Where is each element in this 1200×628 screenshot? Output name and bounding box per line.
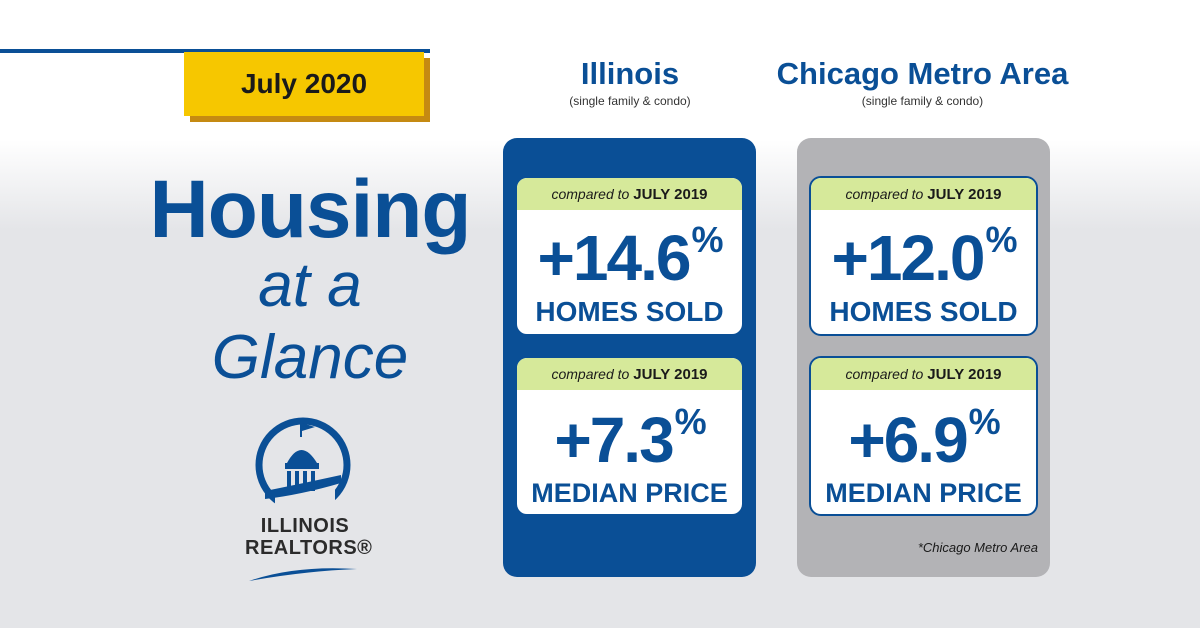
compare-year: JULY 2019 (927, 185, 1002, 203)
date-badge: July 2020 (184, 52, 424, 116)
change-number: +6.9 (848, 404, 968, 476)
percent-sign: % (691, 219, 723, 260)
percent-sign: % (968, 401, 1001, 442)
compare-prefix: compared to (551, 186, 630, 202)
comparison-header: compared to JULY 2019 (811, 178, 1036, 210)
change-number: +7.3 (554, 404, 674, 476)
headline-line-2: at a (258, 251, 362, 320)
compare-year: JULY 2019 (633, 365, 708, 383)
compare-prefix: compared to (551, 366, 630, 382)
percent-sign: % (674, 401, 707, 442)
region-panel-chicago: compared to JULY 2019 +12.0% HOMES SOLD … (797, 138, 1050, 577)
comparison-header: compared to JULY 2019 (811, 358, 1036, 390)
headline-line-3: Glance (211, 323, 409, 392)
logo-swoosh-icon (249, 568, 357, 581)
homes-sold-value: +12.0% (811, 222, 1036, 294)
region-subtitle: (single family & condo) (861, 94, 984, 108)
headline: Housing at a Glance (100, 164, 520, 394)
illinois-realtors-logo: ILLINOIS REALTORS® (245, 415, 373, 581)
median-price-value: +6.9% (811, 404, 1036, 476)
homes-sold-value: +14.6% (517, 222, 742, 294)
region-name: Chicago Metro Area (776, 56, 1069, 91)
median-price-card: compared to JULY 2019 +6.9% MEDIAN PRICE (809, 356, 1038, 516)
homes-sold-card: compared to JULY 2019 +14.6% HOMES SOLD (515, 176, 744, 336)
median-price-label: MEDIAN PRICE (531, 478, 728, 508)
compare-prefix: compared to (845, 186, 924, 202)
logo-text-realtors: REALTORS® (245, 537, 373, 559)
change-number: +12.0 (831, 222, 986, 294)
homes-sold-label: HOMES SOLD (535, 296, 724, 327)
headline-line-1: Housing (149, 164, 472, 255)
change-number: +14.6 (537, 222, 692, 294)
region-name: Illinois (580, 56, 680, 91)
region-header-illinois: Illinois (single family & condo) (505, 56, 755, 108)
homes-sold-label: HOMES SOLD (829, 296, 1018, 327)
median-price-label: MEDIAN PRICE (825, 478, 1022, 508)
compare-prefix: compared to (845, 366, 924, 382)
footnote: *Chicago Metro Area (917, 540, 1038, 555)
region-header-chicago: Chicago Metro Area (single family & cond… (770, 56, 1075, 108)
top-rule (0, 49, 430, 53)
percent-sign: % (985, 219, 1017, 260)
comparison-header: compared to JULY 2019 (517, 178, 742, 210)
region-subtitle: (single family & condo) (569, 94, 691, 108)
homes-sold-card: compared to JULY 2019 +12.0% HOMES SOLD (809, 176, 1038, 336)
comparison-header: compared to JULY 2019 (517, 358, 742, 390)
capitol-dome-icon (255, 417, 351, 515)
compare-year: JULY 2019 (633, 185, 708, 203)
median-price-value: +7.3% (517, 404, 742, 476)
median-price-card: compared to JULY 2019 +7.3% MEDIAN PRICE (515, 356, 744, 516)
logo-text-illinois: ILLINOIS (260, 515, 350, 537)
region-panel-illinois: compared to JULY 2019 +14.6% HOMES SOLD … (503, 138, 756, 577)
compare-year: JULY 2019 (927, 365, 1002, 383)
